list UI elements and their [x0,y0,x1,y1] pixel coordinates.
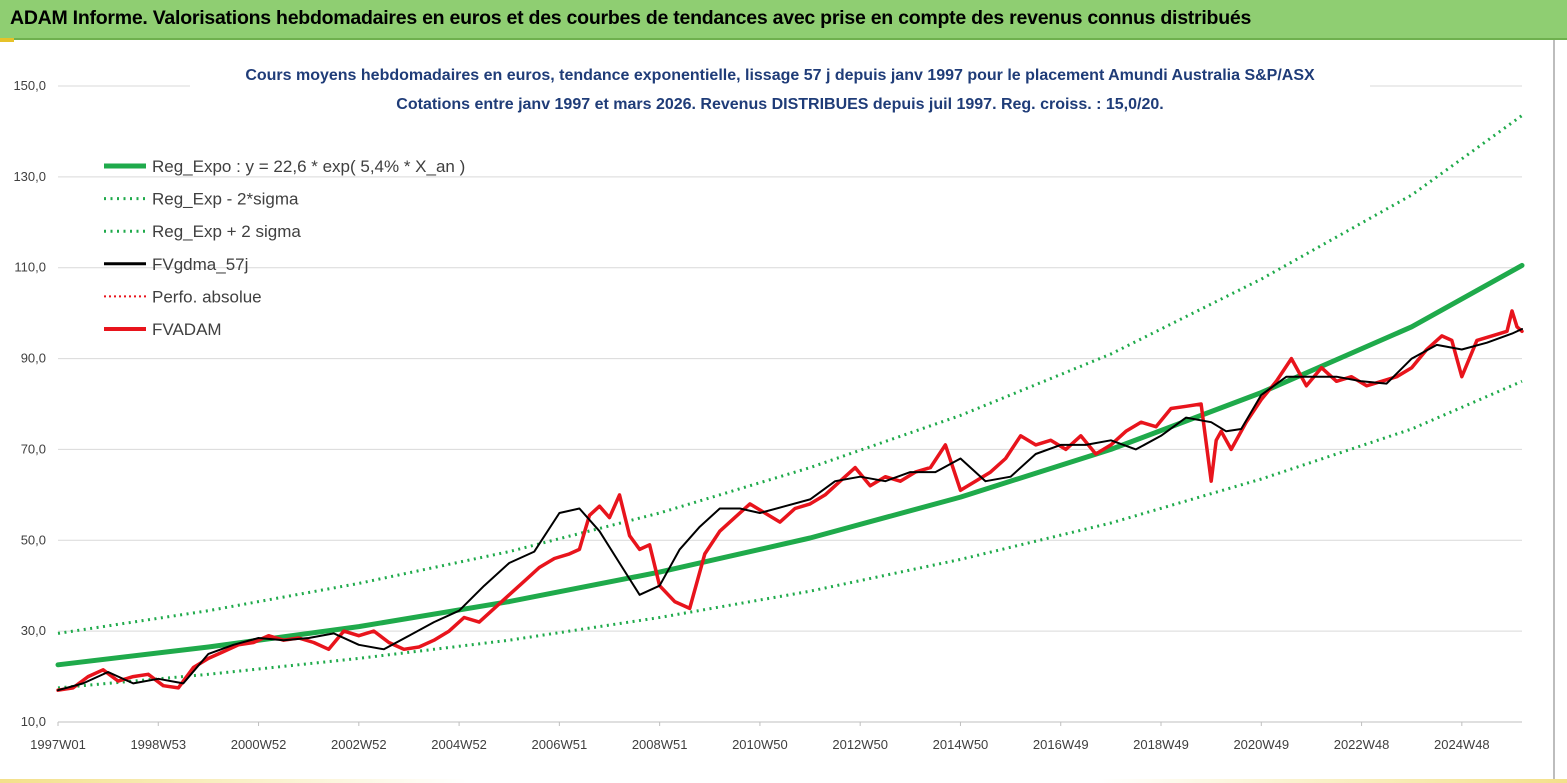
legend-label: Perfo. absolue [152,287,262,306]
corner-mark [0,38,14,42]
series-fvadam [56,309,1524,692]
banner-title: ADAM Informe. Valorisations hebdomadaire… [10,7,1252,29]
x-tick-label: 2022W48 [1334,737,1390,752]
x-tick-label: 2004W52 [431,737,487,752]
series-reg-exp-plus-2sigma [57,114,1523,635]
x-tick-label: 2010W50 [732,737,788,752]
x-axis-ticks: 1997W01 1998W53 2000W52 2002W52 2004W52 2006W… [30,722,1490,752]
chart-title-group: Cours moyens hebdomadaires en euros, ten… [190,58,1370,116]
x-tick-label: 2016W49 [1033,737,1089,752]
x-tick-label: 2006W51 [532,737,588,752]
chart-series [55,114,1525,692]
title-background [190,58,1370,116]
report-banner: ADAM Informe. Valorisations hebdomadaire… [0,0,1567,40]
x-tick-label: 1998W53 [130,737,186,752]
x-tick-label: 2008W51 [632,737,688,752]
legend-label: FVgdma_57j [152,255,248,274]
sheet-right-border [1553,40,1555,783]
legend-label: Reg_Exp - 2*sigma [152,190,299,209]
x-tick-label: 2018W49 [1133,737,1189,752]
sheet-bottom-border [0,779,1567,783]
legend-label: FVADAM [152,320,222,339]
y-tick-label: 130,0 [13,169,46,184]
legend-label: Reg_Expo : y = 22,6 * exp( 5,4% * X_an ) [152,157,465,176]
chart-subtitle: Cotations entre janv 1997 et mars 2026. … [396,96,1163,113]
x-tick-label: 2012W50 [832,737,888,752]
y-tick-label: 70,0 [21,441,46,456]
series-fvgdma-57j [57,328,1523,692]
x-tick-label: 2024W48 [1434,737,1490,752]
x-tick-label: 2000W52 [231,737,287,752]
x-tick-label: 2014W50 [933,737,989,752]
trend-chart: 150,0 130,0 110,0 90,0 70,0 50,0 30,0 10,0 1997… [13,58,1525,752]
y-tick-label: 30,0 [21,623,46,638]
series-reg-exp-minus-2sigma [57,379,1523,690]
y-axis-ticks: 150,0 130,0 110,0 90,0 70,0 50,0 30,0 10,0 [13,78,46,729]
y-tick-label: 110,0 [14,260,46,275]
x-tick-label: 2002W52 [331,737,387,752]
chart-title: Cours moyens hebdomadaires en euros, ten… [245,67,1315,84]
legend-label: Reg_Exp + 2 sigma [152,222,301,241]
y-tick-label: 150,0 [13,78,46,93]
y-tick-label: 50,0 [21,532,46,547]
x-tick-label: 2020W49 [1233,737,1289,752]
gridlines [58,85,1522,723]
x-tick-label: 1997W01 [30,737,86,752]
y-tick-label: 90,0 [21,351,46,366]
y-tick-label: 10,0 [21,714,46,729]
chart-legend: Reg_Expo : y = 22,6 * exp( 5,4% * X_an )… [104,157,465,339]
series-reg-expo [55,262,1525,668]
